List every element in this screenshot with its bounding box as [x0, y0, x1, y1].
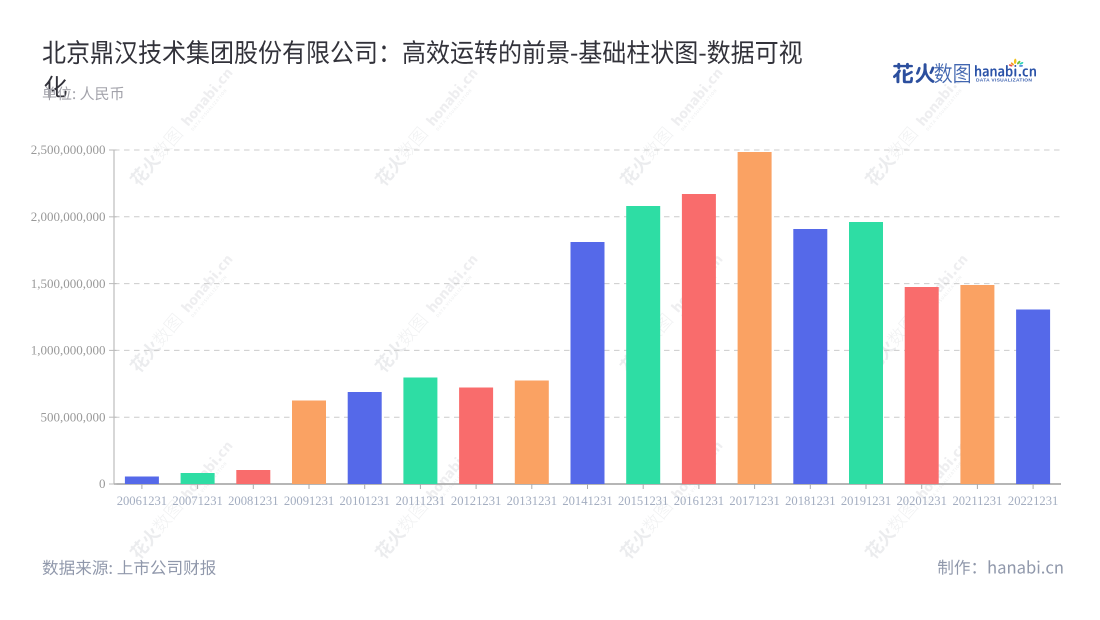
svg-text:20101231: 20101231 [340, 494, 390, 508]
svg-text:20211231: 20211231 [952, 494, 1002, 508]
svg-text:20181231: 20181231 [785, 494, 835, 508]
svg-text:2,000,000,000: 2,000,000,000 [31, 209, 106, 224]
svg-text:2,500,000,000: 2,500,000,000 [31, 142, 106, 157]
svg-text:20191231: 20191231 [841, 494, 891, 508]
svg-text:20161231: 20161231 [674, 494, 724, 508]
svg-text:20111231: 20111231 [396, 494, 445, 508]
svg-text:20151231: 20151231 [618, 494, 668, 508]
svg-text:20071231: 20071231 [172, 494, 222, 508]
svg-text:500,000,000: 500,000,000 [41, 409, 106, 424]
svg-text:20171231: 20171231 [729, 494, 779, 508]
svg-text:1,000,000,000: 1,000,000,000 [31, 343, 106, 358]
svg-text:1,500,000,000: 1,500,000,000 [31, 276, 106, 291]
svg-text:0: 0 [99, 476, 106, 491]
svg-text:20061231: 20061231 [117, 494, 167, 508]
svg-text:20091231: 20091231 [284, 494, 334, 508]
svg-text:20201231: 20201231 [897, 494, 947, 508]
svg-text:20081231: 20081231 [228, 494, 278, 508]
svg-text:DATA VISUALIZATION: DATA VISUALIZATION [976, 77, 1032, 83]
svg-text:20221231: 20221231 [1008, 494, 1058, 508]
svg-text:20141231: 20141231 [562, 494, 612, 508]
svg-text:20131231: 20131231 [507, 494, 557, 508]
svg-text:20121231: 20121231 [451, 494, 501, 508]
